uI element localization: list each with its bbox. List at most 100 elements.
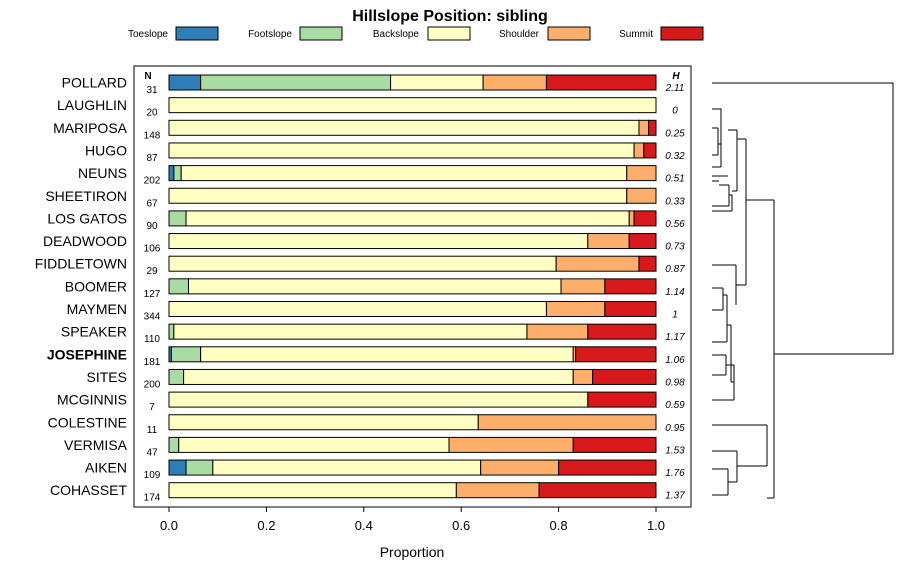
dendrogram-branch: [727, 324, 734, 383]
x-tick-label: 0.0: [160, 518, 178, 533]
h-value: 1: [672, 310, 678, 321]
bar-segment-backslope: [178, 436, 450, 453]
dendrogram: [712, 82, 894, 499]
n-value: 148: [144, 130, 161, 141]
bar-segment-summit: [633, 210, 657, 227]
row-label: HUGO: [85, 142, 127, 158]
bar-segment-summit: [587, 391, 657, 408]
bar-segment-toeslope: [168, 165, 175, 182]
n-value: 202: [144, 176, 161, 187]
h-value: 1.17: [665, 332, 685, 343]
bar-row: AIKEN 109 1.76: [85, 459, 685, 481]
bar-segment-summit: [572, 436, 657, 453]
bar-segment-summit: [638, 255, 657, 272]
bar-segment-summit: [648, 119, 657, 136]
n-value: 344: [144, 312, 161, 323]
h-value: 0.73: [665, 242, 685, 253]
h-value: 2.11: [665, 83, 685, 94]
bar-segment-footslope: [173, 165, 182, 182]
bar-segment-shoulder: [448, 436, 574, 453]
n-value: 106: [144, 244, 161, 255]
legend-label: Backslope: [373, 29, 420, 40]
bar-segment-backslope: [168, 97, 657, 114]
bar-row: BOOMER 127 1.14: [65, 278, 685, 300]
h-value: 0.98: [665, 377, 685, 388]
n-header: N: [144, 71, 151, 82]
dendrogram-branch: [712, 264, 737, 305]
row-label: NEUNS: [78, 165, 127, 181]
n-value: 109: [144, 470, 161, 481]
bar-row: JOSEPHINE 181 1.06: [47, 346, 685, 368]
bar-segment-footslope: [185, 459, 214, 476]
h-value: 0.51: [665, 174, 684, 185]
dendrogram-branch: [712, 468, 729, 496]
row-label: FIDDLETOWN: [35, 256, 127, 272]
bar-row: SPEAKER 110 1.17: [61, 323, 685, 345]
row-label: LOS GATOS: [47, 210, 127, 226]
bar-row: COLESTINE 11 0.95: [48, 414, 685, 436]
bar-segment-shoulder: [477, 414, 657, 431]
row-label: LAUGHLIN: [57, 97, 127, 113]
legend: Toeslope Footslope Backslope Shoulder Summit: [128, 26, 704, 41]
bar-segment-summit: [604, 301, 657, 317]
bar-segment-backslope: [168, 142, 635, 159]
h-value: 0.33: [665, 196, 685, 207]
bar-row: SITES 200 0.98: [87, 368, 685, 390]
dendrogram-branch: [712, 287, 724, 311]
x-axis: 0.0 0.2 0.4 0.6 0.8 1.0: [160, 507, 665, 533]
bar-segment-backslope: [168, 414, 479, 431]
dendrogram-branch: [712, 364, 735, 401]
legend-label: Toeslope: [128, 29, 168, 40]
bar-row: COHASSET 174 1.37: [50, 482, 685, 504]
n-value: 87: [146, 153, 158, 164]
h-value: 0.59: [665, 400, 685, 411]
bar-row: LOS GATOS 90 0.56: [47, 210, 685, 232]
bar-row: NEUNS 202 0.51: [78, 165, 685, 187]
bar-row: LAUGHLIN 20 0: [57, 97, 678, 119]
bar-segment-summit: [592, 368, 657, 385]
bar-row: VERMISA 47 1.53: [64, 436, 685, 458]
dendrogram-branch: [712, 354, 727, 376]
dendrogram-branch: [712, 184, 730, 207]
h-value: 1.37: [665, 491, 685, 502]
dendrogram-branch: [712, 294, 728, 343]
row-label: VERMISA: [64, 437, 128, 453]
bar-segment-backslope: [183, 368, 574, 385]
dendrogram-branch: [728, 129, 738, 192]
bar-segment-summit: [643, 142, 657, 159]
h-value: 0.87: [665, 264, 685, 275]
plot-frame: [133, 65, 692, 508]
x-tick-label: 0.4: [355, 518, 373, 533]
bar-segment-toeslope: [168, 459, 187, 476]
bar-segment-footslope: [170, 346, 202, 363]
bar-row: MARIPOSA 148 0.25: [53, 119, 685, 141]
bar-segment-footslope: [168, 436, 180, 453]
bar-segment-summit: [604, 278, 657, 295]
bar-segment-footslope: [168, 323, 175, 340]
legend-label: Shoulder: [499, 29, 540, 40]
n-value: 29: [146, 266, 158, 277]
h-value: 1.14: [665, 287, 685, 298]
bar-segment-backslope: [168, 233, 589, 250]
n-value: 11: [147, 425, 158, 436]
bar-row: MCGINNIS 7 0.59: [57, 391, 685, 413]
bar-segment-shoulder: [638, 119, 650, 136]
row-label: MCGINNIS: [57, 392, 127, 408]
bar-segment-backslope: [168, 391, 589, 408]
bar-segment-backslope: [168, 482, 457, 499]
row-label: POLLARD: [62, 75, 127, 91]
bar-segment-summit: [538, 482, 657, 499]
bar-segment-backslope: [173, 323, 528, 340]
bar-segment-backslope: [390, 74, 484, 91]
legend-label: Footslope: [248, 29, 292, 40]
bar-row: POLLARD 31 2.11: [62, 74, 685, 96]
bar-segment-shoulder: [626, 165, 657, 182]
bar-segment-toeslope: [168, 74, 202, 91]
h-value: 0.56: [665, 219, 685, 230]
n-value: 20: [146, 108, 158, 119]
legend-swatch: [427, 26, 471, 41]
bar-segment-footslope: [168, 368, 185, 385]
bar-segment-backslope: [168, 187, 628, 204]
